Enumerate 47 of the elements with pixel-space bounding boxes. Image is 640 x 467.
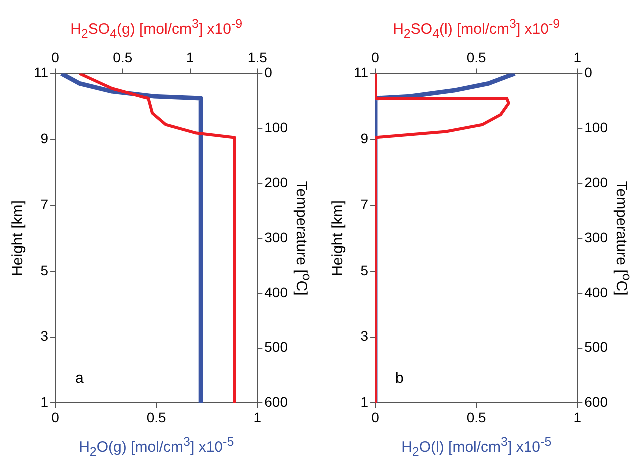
x2-tick-label: 1 [186, 49, 194, 66]
y-tick-label: 7 [360, 196, 369, 212]
annotation: a [76, 370, 85, 388]
y2-tick-label: 600 [584, 394, 608, 410]
x2-tick-label: 0 [52, 49, 60, 66]
x-tick-label: 0 [372, 409, 380, 426]
x-axis-title: H$_{2}$O(g) [mol/cm$^{3}$] x10$^{-5}$ [79, 434, 234, 459]
x2-tick-label: 0.5 [466, 49, 487, 66]
y2-tick-label: 300 [584, 229, 608, 246]
y2-tick-label: 300 [264, 229, 288, 246]
y-tick-label: 11 [354, 64, 369, 81]
y-tick-label: 5 [360, 262, 369, 278]
y2-tick-label: 100 [264, 120, 288, 136]
y-axis-title: Height [km] [328, 200, 346, 276]
x-tick-label: 0.5 [146, 409, 167, 426]
y-tick-label: 5 [40, 262, 49, 278]
y-tick-label: 3 [40, 328, 49, 344]
y2-tick-label: 0 [264, 64, 273, 81]
y2-tick-label: 200 [264, 174, 288, 190]
y-tick-label: 1 [40, 394, 49, 410]
x2-axis-title: H$_{2}$SO$_{4}$(g) [mol/cm$^{3}$] x10$^{-9}$ [70, 17, 243, 42]
y2-tick-label: 0 [584, 64, 593, 81]
annotation: b [396, 370, 404, 388]
y-tick-label: 3 [360, 328, 369, 344]
y-tick-label: 7 [40, 196, 49, 212]
y2-tick-label: 400 [584, 284, 608, 300]
x-tick-label: 1 [574, 409, 582, 426]
y2-tick-label: 600 [264, 394, 288, 410]
y2-tick-label: 400 [264, 284, 288, 300]
y2-tick-label: 500 [264, 339, 288, 356]
y2-tick-label: 100 [584, 120, 608, 136]
x2-tick-label: 0.5 [113, 49, 133, 66]
y-tick-label: 11 [34, 64, 49, 81]
x2-axis-title: H$_{2}$SO$_{4}$(l) [mol/cm$^{3}$] x10$^{-9}$ [393, 17, 560, 42]
y-tick-label: 9 [360, 130, 369, 147]
y-tick-label: 1 [360, 394, 369, 410]
x-tick-label: 0.5 [466, 409, 487, 426]
x-tick-label: 1 [254, 409, 262, 426]
x2-tick-label: 0 [372, 49, 380, 66]
y2-tick-label: 200 [584, 174, 608, 190]
y2-tick-label: 500 [584, 339, 608, 356]
x-tick-label: 0 [52, 409, 60, 426]
x-axis-title: H$_{2}$O(l) [mol/cm$^{3}$] x10$^{-5}$ [402, 434, 552, 459]
y-tick-label: 9 [40, 130, 49, 147]
x2-tick-label: 1.5 [248, 49, 268, 66]
x2-tick-label: 1 [574, 49, 582, 66]
y-axis-title: Height [km] [8, 200, 26, 276]
